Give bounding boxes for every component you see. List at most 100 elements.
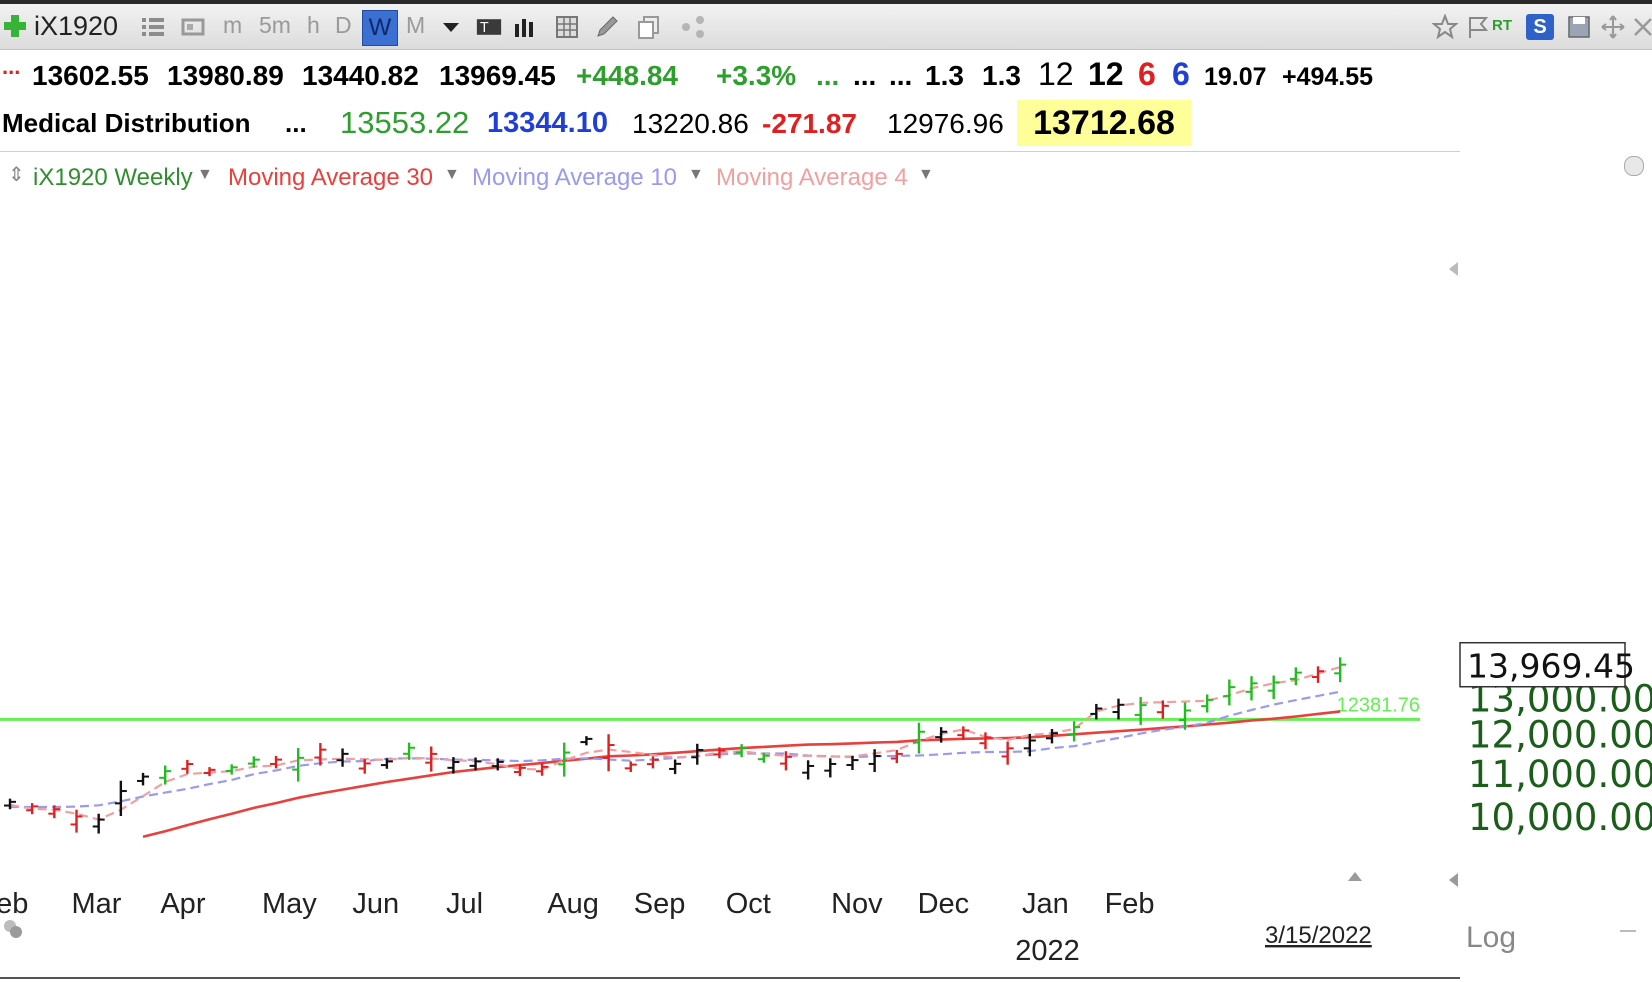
nav-icon[interactable]: [2, 918, 24, 940]
price-bar: [447, 757, 460, 774]
resize-handle-icon[interactable]: ⇕: [8, 164, 25, 186]
pencil-icon[interactable]: [594, 14, 620, 40]
legend-main[interactable]: iX1920 Weekly: [33, 164, 193, 191]
ma-line-4: [9, 665, 1341, 821]
share-icon[interactable]: [680, 14, 706, 40]
move-icon[interactable]: [1600, 14, 1626, 40]
price-bar: [270, 755, 283, 769]
price-bar: [225, 764, 238, 775]
bottom-border: [0, 977, 1460, 979]
x-tick-label: Feb: [0, 888, 28, 920]
chevron-down-icon[interactable]: ▼: [688, 166, 704, 183]
price-bar: [314, 743, 327, 766]
price-bar: [868, 749, 881, 773]
chevron-down-icon[interactable]: ▼: [918, 166, 934, 183]
price-bar: [824, 758, 837, 778]
diff-red-value: -271.87: [762, 108, 857, 139]
price-bar: [1023, 733, 1036, 757]
quote-close: 13969.45: [439, 60, 556, 91]
y-tick-label: 10,000.00: [1468, 796, 1652, 839]
quote-v4: 12: [1088, 56, 1124, 92]
year-label: 2022: [1015, 935, 1080, 967]
copy-icon[interactable]: [636, 14, 662, 40]
settings-icon[interactable]: [1624, 156, 1644, 176]
save-icon[interactable]: [1566, 14, 1592, 40]
s-badge[interactable]: S: [1526, 14, 1554, 40]
star-icon[interactable]: [1432, 14, 1458, 40]
price-bar: [4, 798, 16, 810]
layout-icon[interactable]: [180, 14, 206, 40]
period-m-monthly[interactable]: M: [406, 12, 426, 38]
x-tick-label: May: [262, 888, 317, 920]
period-m[interactable]: m: [223, 12, 243, 38]
highlight-value: 13712.68: [1017, 100, 1191, 146]
resize-grip-icon[interactable]: [1620, 930, 1636, 932]
quote-v7: 19.07: [1204, 63, 1267, 91]
chevron-down-icon[interactable]: ▼: [197, 166, 213, 183]
quote-change: +448.84: [576, 60, 678, 91]
last-price-box: [1459, 641, 1626, 688]
price-bar: [491, 758, 504, 771]
close-icon[interactable]: [1630, 14, 1652, 40]
price-bar: [1068, 721, 1081, 742]
bar-chart-icon[interactable]: [512, 14, 538, 40]
price-bar: [137, 772, 150, 786]
price-bar: [957, 726, 970, 740]
price-bar: [580, 736, 593, 746]
rt-badge[interactable]: RT: [1492, 17, 1512, 34]
quote-v1: 1.3: [925, 60, 964, 91]
price-bar: [1001, 741, 1014, 765]
quote-dots-green: ...: [816, 60, 840, 91]
scroll-left-icon[interactable]: [1449, 873, 1458, 887]
flag-icon[interactable]: [1466, 14, 1492, 40]
quote-v5: 6: [1138, 56, 1156, 92]
price-bar: [1245, 676, 1258, 701]
price-bar: [979, 732, 992, 750]
price-bar: [70, 809, 83, 833]
add-symbol-icon[interactable]: [2, 13, 28, 39]
price-bars: [4, 657, 1347, 834]
quote-dots-b: ...: [889, 60, 913, 91]
legend-ma10[interactable]: Moving Average 10: [472, 164, 678, 191]
price-pointer-icon: [1449, 262, 1458, 276]
chevron-down-icon[interactable]: ▼: [444, 166, 460, 183]
quote-v3: 12: [1038, 56, 1074, 92]
price-chart[interactable]: 12381.76 10,000.0011,000.0012,000.0013,0…: [0, 152, 1652, 978]
period-d[interactable]: D: [335, 12, 352, 38]
legend-ma30[interactable]: Moving Average 30: [228, 164, 434, 191]
price-bar: [380, 758, 393, 769]
price-bar: [669, 759, 682, 775]
instrument-name: Medical Distribution: [2, 108, 251, 138]
price-bar: [159, 765, 172, 785]
text-tool-icon[interactable]: T: [476, 14, 502, 40]
price-bar: [92, 813, 105, 834]
list-icon[interactable]: [140, 14, 166, 40]
price-bar: [558, 742, 571, 777]
legend-ma4[interactable]: Moving Average 4: [716, 164, 908, 191]
instrument-name-dots: ...: [285, 108, 307, 138]
chevron-down-icon[interactable]: [438, 14, 464, 40]
price-bar: [757, 752, 770, 763]
scroll-up-icon[interactable]: [1348, 872, 1362, 881]
price-bar: [1112, 698, 1125, 720]
period-5m[interactable]: 5m: [259, 12, 291, 38]
y-tick-label: 11,000.00: [1468, 753, 1652, 796]
period-w-active[interactable]: W: [362, 10, 398, 46]
svg-text:T: T: [479, 21, 488, 36]
price-bar: [1045, 728, 1058, 744]
ma-line-10: [10, 690, 1341, 809]
price-bar: [1289, 667, 1302, 686]
price-bar: [114, 780, 127, 816]
symbol-label[interactable]: iX1920: [34, 11, 119, 41]
last-price-label: 13,969.45: [1467, 647, 1635, 686]
x-tick-label: Jul: [446, 888, 483, 920]
price-bar: [713, 747, 726, 759]
toolbar: iX1920 m 5m h D W M T RT S: [0, 0, 1652, 50]
ma-green-value: 13553.22: [340, 105, 470, 140]
price-bar: [691, 743, 704, 765]
grid-icon[interactable]: [554, 14, 580, 40]
price-bar: [1267, 675, 1280, 700]
log-scale-toggle[interactable]: Log: [1466, 921, 1516, 954]
x-tick-label: Apr: [160, 888, 205, 920]
period-h[interactable]: h: [307, 12, 320, 38]
